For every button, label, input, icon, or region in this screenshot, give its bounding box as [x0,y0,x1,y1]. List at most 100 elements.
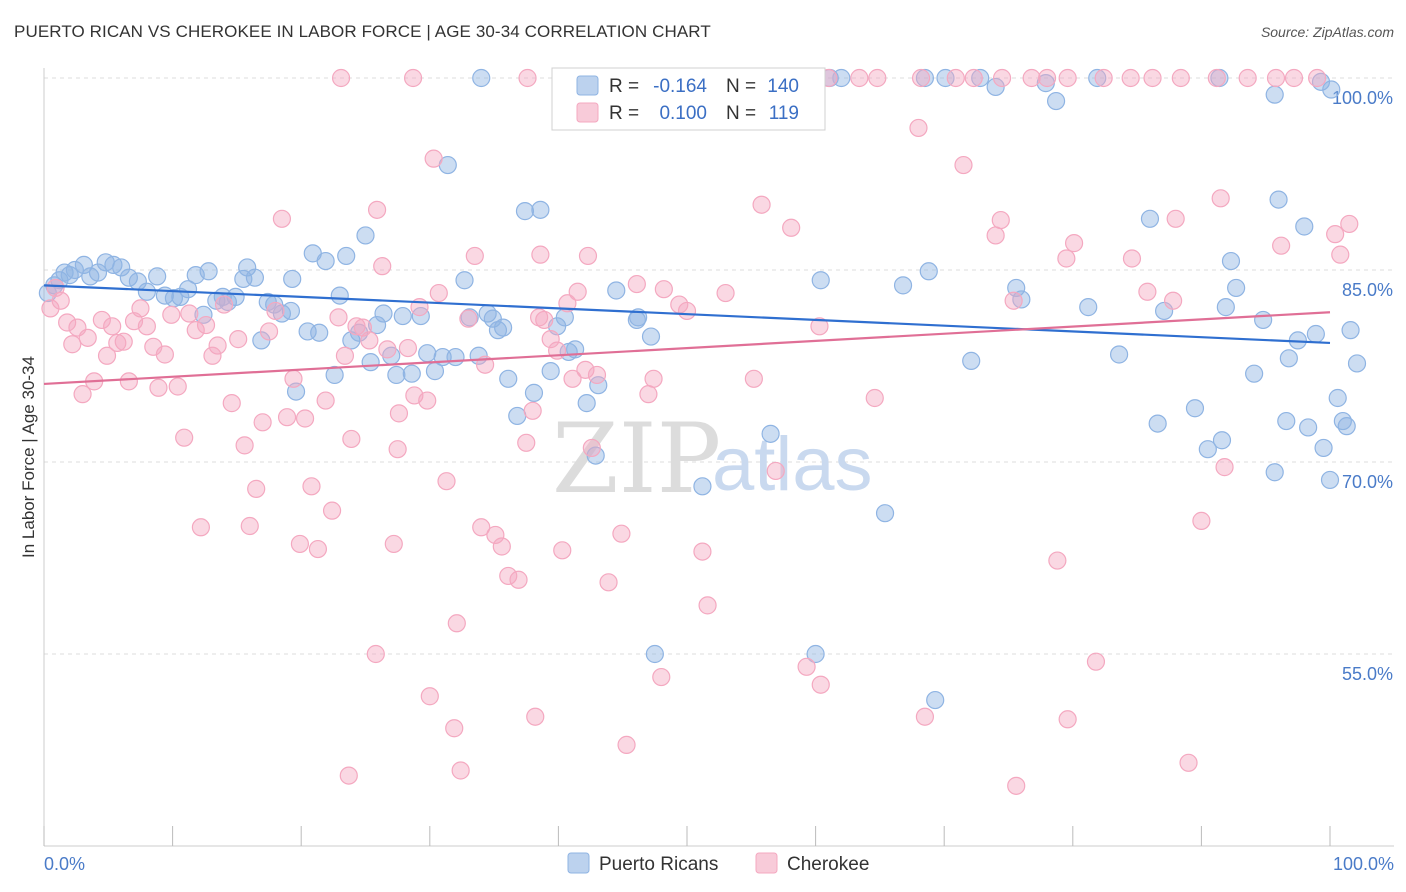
data-point [429,283,448,303]
data-point [446,347,465,367]
data-point [175,428,194,447]
data-point [488,321,508,340]
data-point [137,282,156,301]
data-point [576,360,595,379]
data-point [168,377,187,396]
watermark-atlas: atlas [712,422,873,507]
trend-line-cherokee [43,311,1331,386]
data-point [782,218,801,237]
data-point [155,345,174,364]
data-point [240,516,259,536]
y-tick-label: 100.0% [1332,88,1393,108]
data-point [627,274,646,294]
data-point [92,310,111,330]
y-tick-label: 85.0% [1342,280,1393,300]
data-point [55,263,74,282]
data-point [693,477,712,496]
legend-n-value-cherokee: 119 [769,103,799,124]
data-point [253,413,272,432]
data-point [652,667,671,687]
data-point [582,438,601,458]
data-point [420,687,439,706]
data-point [1046,91,1066,111]
data-point [329,308,348,327]
data-point [196,315,216,335]
data-point [524,383,544,402]
data-point [74,255,93,274]
data-point [954,155,973,175]
data-point [971,68,990,88]
legend-r-label-cherokee: R = [609,103,639,124]
data-point [483,309,502,328]
data-point [402,364,421,383]
data-point [716,283,735,303]
data-point [162,305,181,324]
data-point [1143,68,1162,88]
data-point [1284,68,1304,88]
data-point [797,657,816,676]
stats-legend: R = -0.164 N = 140 R = 0.100 N = 119 [551,67,826,131]
data-point [137,317,156,336]
data-point [486,525,505,545]
data-point [1058,710,1077,729]
data-point [447,614,466,633]
data-point [378,340,397,359]
data-point [1328,388,1347,408]
data-point [530,308,549,327]
data-point [865,388,884,408]
data-point [509,570,528,589]
data-point [1254,310,1273,330]
data-point [298,322,317,341]
data-point [607,281,626,300]
data-point [1064,234,1084,253]
data-point [1314,438,1333,458]
data-point [962,351,981,370]
data-point [946,68,965,88]
data-point [472,68,491,88]
data-point [1138,282,1157,301]
data-point [499,369,518,388]
data-point [1022,68,1041,88]
data-point [191,518,210,537]
data-point [229,330,248,349]
data-point [272,209,292,228]
data-point [1266,68,1286,88]
data-point [1269,190,1288,209]
data-point [247,479,266,498]
y-tick-label: 55.0% [1342,664,1393,684]
data-point [919,262,938,281]
data-point [455,271,474,290]
data-point [424,149,443,168]
bottom-legend-swatch-puerto-ricans [567,852,590,874]
data-point [148,267,167,286]
data-point [1326,225,1345,244]
data-point [356,226,375,245]
data-point [1265,85,1284,104]
data-point [806,644,825,664]
data-point [284,369,303,388]
data-point [290,534,310,554]
data-point [1341,321,1360,340]
data-point [1192,511,1211,530]
data-point [991,210,1010,230]
data-point [1148,414,1167,433]
y-tick-label: 70.0% [1342,472,1393,492]
data-point [302,477,321,496]
axes [43,68,1394,847]
data-point [281,301,301,321]
legend-swatch-puerto-ricans [576,75,599,96]
legend-r-value-cherokee: 0.100 [659,103,707,124]
data-point [693,542,712,561]
data-point [366,644,385,664]
data-point [330,286,349,305]
data-point [986,77,1005,97]
data-point [1079,298,1098,317]
data-point [1207,68,1226,88]
data-point [1109,345,1129,364]
data-point [698,596,717,615]
data-point [283,269,302,289]
data-point [599,573,618,592]
data-point [1057,249,1076,268]
data-point [472,518,491,537]
data-point [926,690,945,710]
